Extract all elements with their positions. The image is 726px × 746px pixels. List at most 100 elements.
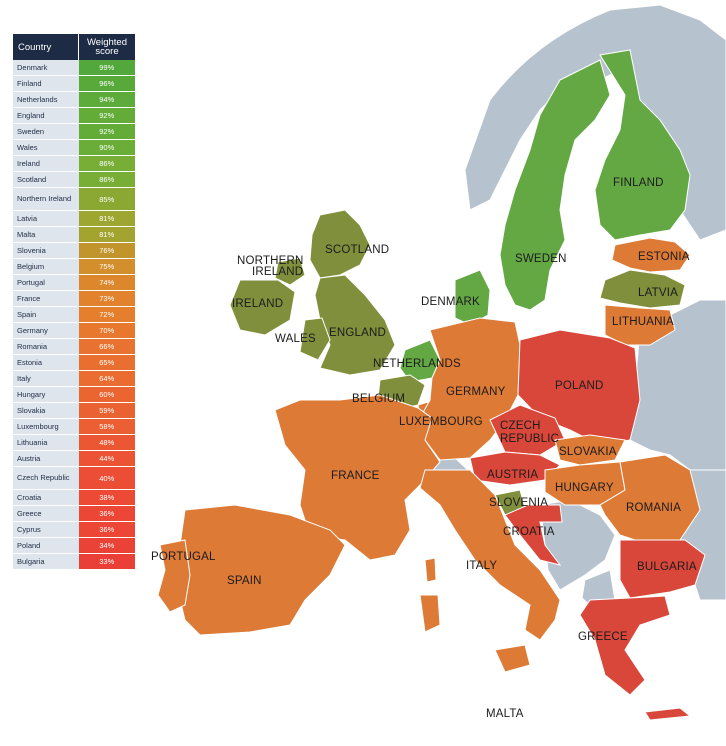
table-row: Greece 36% xyxy=(13,505,135,522)
label-northern-ireland-1: NORTHERN xyxy=(237,255,304,267)
label-estonia: ESTONIA xyxy=(638,251,690,263)
weighted-score-value: 38% xyxy=(78,489,135,506)
map-labels: FINLAND SWEDEN ESTONIA LATVIA LITHUANIA … xyxy=(151,177,697,720)
weighted-score-value: 36% xyxy=(78,521,135,538)
table-row: Spain 72% xyxy=(13,306,135,323)
continental-countries xyxy=(157,317,706,721)
latvia-shape xyxy=(599,269,686,309)
weighted-score-value: 59% xyxy=(78,402,135,419)
label-finland: FINLAND xyxy=(613,177,664,189)
weighted-score-value: 66% xyxy=(78,338,135,355)
table-body: Denmark 99% Finland 96% Netherlands 94% Englan… xyxy=(13,60,135,570)
label-austria: AUSTRIA xyxy=(487,469,538,481)
table-row: Poland 34% xyxy=(13,537,135,554)
lithuania-shape xyxy=(604,304,676,346)
weighted-score-value: 92% xyxy=(78,107,135,124)
table-row: Hungary 60% xyxy=(13,386,135,403)
weighted-score-value: 44% xyxy=(78,450,135,467)
weighted-score-value: 58% xyxy=(78,418,135,435)
label-portugal: PORTUGAL xyxy=(151,551,216,563)
country-name: Hungary xyxy=(13,386,79,403)
header-weighted-score: Weighted score xyxy=(78,34,135,60)
table-row: Austria 44% xyxy=(13,450,135,467)
country-name: Estonia xyxy=(13,354,79,371)
table-row: Latvia 81% xyxy=(13,210,135,227)
country-name: Ireland xyxy=(13,155,79,172)
table-row: Sweden 92% xyxy=(13,123,135,140)
country-name: Finland xyxy=(13,75,79,92)
sardinia-shape xyxy=(419,594,441,633)
label-ireland: IRELAND xyxy=(232,298,283,310)
british-isles xyxy=(229,209,396,376)
sicily-shape xyxy=(494,644,531,673)
country-name: Portugal xyxy=(13,274,79,291)
england-shape xyxy=(314,274,396,376)
label-slovenia: SLOVENIA xyxy=(489,497,548,509)
weighted-score-value: 33% xyxy=(78,553,135,570)
portugal-shape xyxy=(157,539,191,613)
label-croatia: CROATIA xyxy=(503,526,555,538)
weighted-score-value: 36% xyxy=(78,505,135,522)
label-poland: POLAND xyxy=(555,380,604,392)
scotland-shape xyxy=(309,209,371,279)
label-malta: MALTA xyxy=(486,708,524,720)
country-name: Lithuania xyxy=(13,434,79,451)
slovakia-shape xyxy=(554,434,626,466)
table-header-row: Country Weighted score xyxy=(13,34,135,60)
weighted-score-value: 86% xyxy=(78,155,135,172)
label-latvia: LATVIA xyxy=(638,287,678,299)
label-hungary: HUNGARY xyxy=(555,482,614,494)
label-bulgaria: BULGARIA xyxy=(637,561,697,573)
country-name: Latvia xyxy=(13,210,79,227)
country-name: Croatia xyxy=(13,489,79,506)
header-country: Country xyxy=(13,34,79,60)
weighted-score-value: 90% xyxy=(78,139,135,156)
weighted-score-value: 99% xyxy=(78,60,135,76)
country-name: France xyxy=(13,290,79,307)
weighted-score-value: 73% xyxy=(78,290,135,307)
weighted-score-value: 81% xyxy=(78,210,135,227)
label-lithuania: LITHUANIA xyxy=(612,316,674,328)
weighted-score-value: 92% xyxy=(78,123,135,140)
label-belgium: BELGIUM xyxy=(352,393,405,405)
label-czech-2: REPUBLIC xyxy=(500,433,559,445)
country-name: Sweden xyxy=(13,123,79,140)
weighted-score-value: 70% xyxy=(78,322,135,339)
country-name: Slovakia xyxy=(13,402,79,419)
country-name: Romania xyxy=(13,338,79,355)
label-sweden: SWEDEN xyxy=(515,253,567,265)
country-name: Denmark xyxy=(13,60,79,76)
finland-shape xyxy=(594,49,691,241)
country-name: Austria xyxy=(13,450,79,467)
table-row: Portugal 74% xyxy=(13,274,135,291)
weighted-score-table: Country Weighted score Denmark 99% Finland… xyxy=(13,34,135,570)
weighted-score-value: 72% xyxy=(78,306,135,323)
table-row: Northern Ireland 85% xyxy=(13,187,135,211)
label-romania: ROMANIA xyxy=(626,502,681,514)
france-shape xyxy=(274,394,441,561)
northern-ireland-shape xyxy=(274,257,306,286)
label-france: FRANCE xyxy=(331,470,380,482)
table-row: England 92% xyxy=(13,107,135,124)
table-row: Cyprus 36% xyxy=(13,521,135,538)
table-row: Slovakia 59% xyxy=(13,402,135,419)
label-denmark: DENMARK xyxy=(421,296,480,308)
label-slovakia: SLOVAKIA xyxy=(559,446,617,458)
weighted-score-value: 94% xyxy=(78,91,135,108)
corsica-shape xyxy=(424,557,437,583)
country-name: Luxembourg xyxy=(13,418,79,435)
country-name: Belgium xyxy=(13,258,79,275)
label-germany: GERMANY xyxy=(446,386,506,398)
weighted-score-value: 60% xyxy=(78,386,135,403)
estonia-shape xyxy=(611,237,691,273)
country-name: Greece xyxy=(13,505,79,522)
country-name: Czech Republic xyxy=(13,466,79,490)
label-greece: GREECE xyxy=(578,631,628,643)
nordic-baltic-countries xyxy=(454,49,691,346)
table-row: Bulgaria 33% xyxy=(13,553,135,570)
country-name: England xyxy=(13,107,79,124)
weighted-score-value: 34% xyxy=(78,537,135,554)
country-name: Spain xyxy=(13,306,79,323)
table-row: Slovenia 76% xyxy=(13,242,135,259)
